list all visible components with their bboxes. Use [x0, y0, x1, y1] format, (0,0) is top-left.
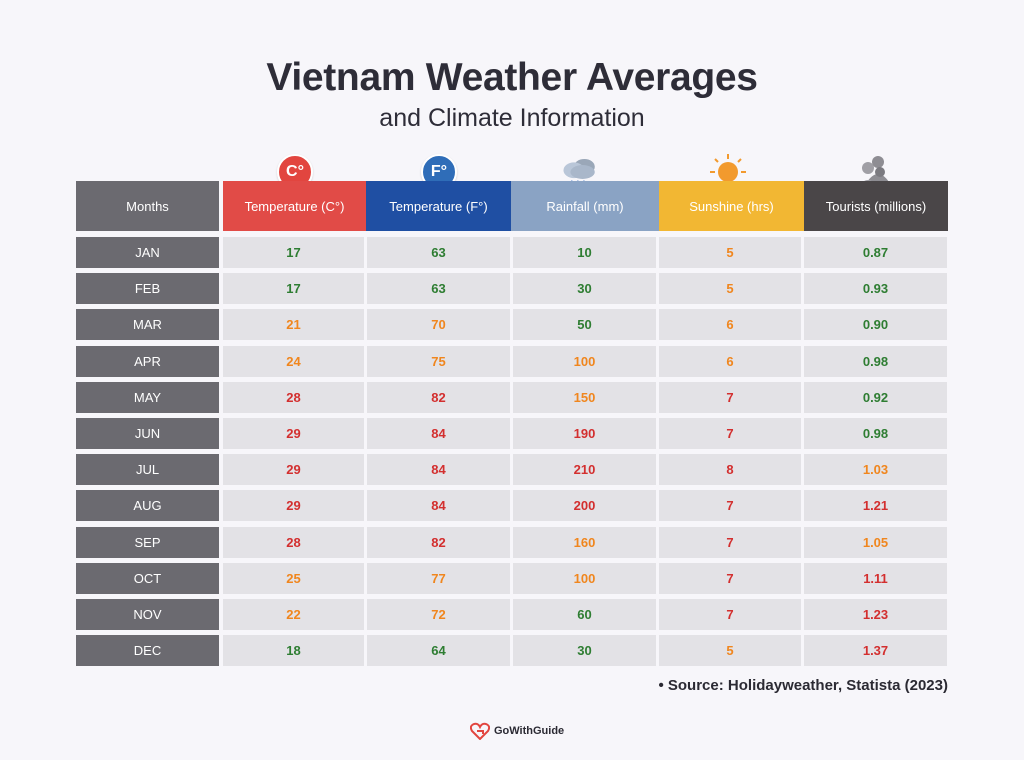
cell-tourists: 0.98	[804, 345, 947, 377]
cell-temperature-c: 29	[223, 490, 364, 522]
cell-rainfall: 150	[513, 381, 656, 413]
cell-temperature-f: 82	[367, 381, 510, 413]
cell-tourists: 0.90	[804, 309, 947, 341]
cell-temperature-c: 17	[223, 237, 364, 268]
cell-tourists: 1.21	[804, 490, 947, 522]
cell-temperature-c: 17	[223, 273, 364, 305]
cell-temperature-f: 84	[367, 490, 510, 522]
cell-rainfall: 30	[513, 635, 656, 667]
cell-rainfall: 50	[513, 309, 656, 341]
cell-rainfall: 160	[513, 526, 656, 558]
header-temperature-f: Temperature (F°)	[366, 181, 511, 231]
table-body: JAN 17 63 10 5 0.87 FEB 17 63 30 5 0.93 MAR 21 70 50 6 0.…	[76, 237, 948, 667]
cell-sunshine: 5	[659, 237, 801, 268]
table-row: MAR 21 70 50 6 0.90	[76, 309, 948, 341]
cell-temperature-f: 75	[367, 345, 510, 377]
table-row: DEC 18 64 30 5 1.37	[76, 635, 948, 667]
weather-table: Months Temperature (C°) Temperature (F°)…	[76, 181, 948, 671]
cell-rainfall: 100	[513, 345, 656, 377]
cell-temperature-c: 28	[223, 526, 364, 558]
cell-temperature-c: 25	[223, 562, 364, 594]
cell-tourists: 0.93	[804, 273, 947, 305]
cell-tourists: 1.05	[804, 526, 947, 558]
cell-temperature-c: 18	[223, 635, 364, 667]
header-tourists: Tourists (millions)	[804, 181, 948, 231]
cell-rainfall: 210	[513, 454, 656, 486]
cell-sunshine: 7	[659, 526, 801, 558]
cell-sunshine: 8	[659, 454, 801, 486]
cell-temperature-c: 24	[223, 345, 364, 377]
header-sunshine: Sunshine (hrs)	[659, 181, 804, 231]
month-label: DEC	[76, 635, 219, 667]
table-row: NOV 22 72 60 7 1.23	[76, 598, 948, 630]
cell-temperature-f: 63	[367, 237, 510, 268]
cell-rainfall: 10	[513, 237, 656, 268]
month-label: NOV	[76, 598, 219, 630]
brand-logo: GoWithGuide	[470, 722, 564, 740]
table-row: MAY 28 82 150 7 0.92	[76, 381, 948, 413]
month-label: JUN	[76, 417, 219, 449]
cell-temperature-f: 84	[367, 454, 510, 486]
month-label: APR	[76, 345, 219, 377]
cell-tourists: 1.37	[804, 635, 947, 667]
header-temperature-c: Temperature (C°)	[223, 181, 366, 231]
cell-tourists: 0.98	[804, 417, 947, 449]
header-rainfall: Rainfall (mm)	[511, 181, 659, 231]
cell-temperature-c: 29	[223, 454, 364, 486]
cell-sunshine: 5	[659, 635, 801, 667]
cell-sunshine: 7	[659, 598, 801, 630]
cell-rainfall: 200	[513, 490, 656, 522]
month-label: MAR	[76, 309, 219, 341]
cell-sunshine: 6	[659, 309, 801, 341]
cell-temperature-f: 84	[367, 417, 510, 449]
month-label: FEB	[76, 273, 219, 305]
table-row: SEP 28 82 160 7 1.05	[76, 526, 948, 558]
month-label: AUG	[76, 490, 219, 522]
month-label: JUL	[76, 454, 219, 486]
table-row: JAN 17 63 10 5 0.87	[76, 237, 948, 268]
month-label: MAY	[76, 381, 219, 413]
cell-temperature-c: 22	[223, 598, 364, 630]
cell-temperature-f: 64	[367, 635, 510, 667]
heart-logo-icon	[470, 722, 490, 740]
cell-sunshine: 7	[659, 417, 801, 449]
table-row: FEB 17 63 30 5 0.93	[76, 273, 948, 305]
cell-rainfall: 100	[513, 562, 656, 594]
table-row: OCT 25 77 100 7 1.11	[76, 562, 948, 594]
cell-sunshine: 7	[659, 381, 801, 413]
page-title: Vietnam Weather Averages	[266, 56, 758, 99]
source-note: Source: Holidayweather, Statista (2023)	[658, 677, 948, 694]
cell-sunshine: 7	[659, 490, 801, 522]
table-row: AUG 29 84 200 7 1.21	[76, 490, 948, 522]
cell-temperature-f: 72	[367, 598, 510, 630]
cell-temperature-c: 29	[223, 417, 364, 449]
cell-rainfall: 30	[513, 273, 656, 305]
cell-temperature-f: 63	[367, 273, 510, 305]
cell-temperature-f: 70	[367, 309, 510, 341]
month-label: OCT	[76, 562, 219, 594]
cell-sunshine: 5	[659, 273, 801, 305]
table-header: Months Temperature (C°) Temperature (F°)…	[76, 181, 948, 231]
cell-tourists: 1.23	[804, 598, 947, 630]
cell-temperature-c: 21	[223, 309, 364, 341]
table-row: JUL 29 84 210 8 1.03	[76, 454, 948, 486]
cell-temperature-f: 82	[367, 526, 510, 558]
cell-temperature-c: 28	[223, 381, 364, 413]
cell-tourists: 1.03	[804, 454, 947, 486]
cell-rainfall: 190	[513, 417, 656, 449]
brand-name: GoWithGuide	[494, 725, 565, 737]
page-subtitle: and Climate Information	[379, 104, 645, 132]
cell-tourists: 1.11	[804, 562, 947, 594]
cell-temperature-f: 77	[367, 562, 510, 594]
cell-sunshine: 7	[659, 562, 801, 594]
header-months: Months	[76, 181, 219, 231]
cell-tourists: 0.87	[804, 237, 947, 268]
cell-rainfall: 60	[513, 598, 656, 630]
month-label: SEP	[76, 526, 219, 558]
table-row: APR 24 75 100 6 0.98	[76, 345, 948, 377]
cell-sunshine: 6	[659, 345, 801, 377]
cell-tourists: 0.92	[804, 381, 947, 413]
month-label: JAN	[76, 237, 219, 268]
table-row: JUN 29 84 190 7 0.98	[76, 417, 948, 449]
